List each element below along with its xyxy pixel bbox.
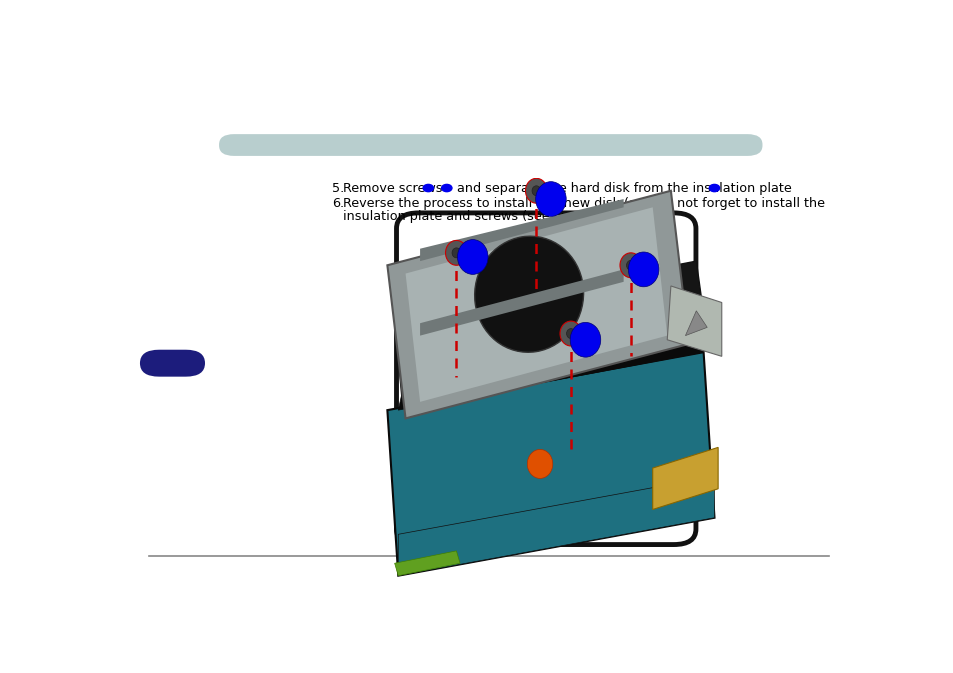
Circle shape	[566, 328, 575, 339]
Polygon shape	[652, 448, 718, 509]
Circle shape	[628, 252, 659, 287]
Text: 5.: 5.	[332, 182, 344, 194]
Circle shape	[525, 178, 547, 203]
Circle shape	[452, 248, 460, 258]
Circle shape	[441, 184, 452, 192]
Text: and separate the hard disk from the insulation plate: and separate the hard disk from the insu…	[456, 182, 791, 194]
Ellipse shape	[475, 236, 583, 352]
Polygon shape	[397, 336, 714, 410]
Text: .: .	[722, 182, 726, 194]
Circle shape	[527, 450, 552, 479]
Circle shape	[626, 260, 635, 271]
Text: Remove screws: Remove screws	[342, 182, 441, 194]
Polygon shape	[666, 286, 721, 356]
Circle shape	[447, 313, 494, 367]
Polygon shape	[405, 207, 666, 402]
Text: 6.: 6.	[332, 197, 344, 210]
FancyBboxPatch shape	[219, 134, 761, 156]
Circle shape	[457, 240, 488, 275]
Polygon shape	[401, 327, 471, 381]
Polygon shape	[395, 261, 706, 398]
Circle shape	[619, 253, 641, 278]
Polygon shape	[419, 269, 623, 336]
Circle shape	[559, 321, 581, 346]
Polygon shape	[419, 199, 623, 261]
Circle shape	[708, 184, 719, 192]
Polygon shape	[387, 190, 688, 419]
Polygon shape	[395, 551, 459, 575]
Circle shape	[570, 322, 600, 357]
Polygon shape	[684, 311, 706, 336]
Circle shape	[532, 186, 540, 196]
Circle shape	[423, 184, 433, 192]
Text: Reverse the process to install any new disk (and do not forget to install the: Reverse the process to install any new d…	[342, 197, 823, 210]
Circle shape	[535, 182, 566, 217]
Text: -: -	[437, 182, 446, 194]
Polygon shape	[397, 476, 714, 575]
FancyBboxPatch shape	[140, 350, 205, 377]
Polygon shape	[387, 352, 714, 575]
Text: insulation plate and screws (see over for cover).: insulation plate and screws (see over fo…	[342, 210, 651, 223]
Polygon shape	[413, 286, 587, 369]
FancyBboxPatch shape	[396, 213, 696, 544]
Circle shape	[445, 240, 467, 265]
